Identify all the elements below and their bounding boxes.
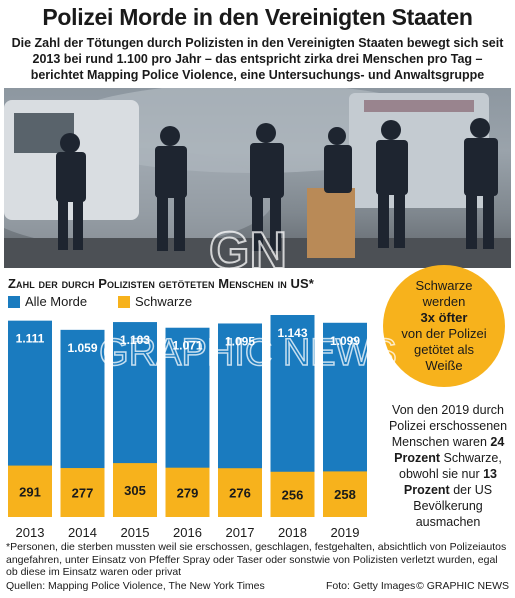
legend-label-alle: Alle Morde bbox=[25, 294, 88, 309]
callout-line2: werden bbox=[422, 294, 466, 309]
chart-title: Zahl der durch Polizisten getöteten Mens… bbox=[8, 276, 314, 291]
footnote: *Personen, die sterben mussten weil sie … bbox=[6, 541, 507, 578]
legend-item-schwarze: Schwarze bbox=[118, 294, 192, 309]
police-photo bbox=[4, 88, 511, 268]
annotation-note: Von den 2019 durch Polizei erschossenen … bbox=[383, 402, 513, 530]
data-label-schwarze: 279 bbox=[177, 485, 199, 500]
data-label-alle-morde: 1.099 bbox=[330, 334, 360, 348]
x-tick-label: 2015 bbox=[121, 525, 150, 540]
x-tick-label: 2016 bbox=[173, 525, 202, 540]
note-text-c: Schwarze, obwohl sie nur bbox=[399, 451, 502, 481]
data-label-alle-morde: 1.103 bbox=[120, 333, 150, 347]
data-label-alle-morde: 1.071 bbox=[172, 339, 202, 353]
legend-item-alle: Alle Morde bbox=[8, 294, 87, 309]
data-label-schwarze: 291 bbox=[19, 484, 41, 499]
callout-circle: Schwarze werden 3x öfter von der Polizei… bbox=[383, 265, 505, 387]
bar-chart: 1.111 291 2013 1.059 277 2014 1.103 305 2015 1.07… bbox=[8, 315, 367, 540]
data-label-schwarze: 305 bbox=[124, 483, 146, 498]
x-tick-label: 2013 bbox=[16, 525, 45, 540]
bar-schwarze bbox=[60, 468, 105, 517]
callout-line4: von der Polizei bbox=[401, 326, 487, 341]
x-tick-label: 2018 bbox=[278, 525, 307, 540]
data-label-schwarze: 276 bbox=[229, 486, 251, 501]
data-label-schwarze: 256 bbox=[282, 487, 304, 502]
intro-text: Die Zahl der Tötungen durch Polizisten i… bbox=[11, 36, 504, 82]
bar-schwarze bbox=[323, 471, 367, 517]
data-label-alle-morde: 1.095 bbox=[225, 334, 255, 348]
sources-foto: Foto: Getty Images bbox=[326, 580, 416, 592]
legend-swatch-schwarze bbox=[118, 295, 130, 308]
data-label-alle-morde: 1.143 bbox=[277, 326, 307, 340]
sources-copyright: © GRAPHIC NEWS bbox=[416, 580, 509, 592]
x-tick-label: 2017 bbox=[226, 525, 255, 540]
note-text-a: Von den 2019 durch Polizei erschossenen … bbox=[388, 403, 508, 449]
callout-line5: getötet als bbox=[414, 342, 474, 357]
note-bold-d: 13 Prozent bbox=[403, 467, 497, 497]
data-label-schwarze: 277 bbox=[72, 486, 94, 501]
callout-line1: Schwarze bbox=[415, 278, 473, 293]
x-tick-label: 2014 bbox=[68, 525, 97, 540]
legend-label-schwarze: Schwarze bbox=[135, 294, 193, 309]
bar-schwarze bbox=[218, 468, 262, 517]
page-title: Polizei Morde in den Vereinigten Staaten bbox=[42, 4, 473, 30]
note-bold-b: 24 Prozent bbox=[394, 435, 505, 465]
x-tick-label: 2019 bbox=[331, 525, 360, 540]
bar-schwarze bbox=[8, 465, 52, 517]
callout-bold: 3x öfter bbox=[420, 310, 468, 325]
data-label-schwarze: 258 bbox=[334, 487, 356, 502]
legend-swatch-alle bbox=[8, 295, 20, 308]
note-text-e: der US Bevölkerung ausmachen bbox=[413, 483, 493, 529]
callout-line6: Weiße bbox=[425, 358, 463, 373]
data-label-alle-morde: 1.059 bbox=[67, 341, 97, 355]
bar-schwarze bbox=[165, 467, 210, 517]
data-label-alle-morde: 1.111 bbox=[16, 332, 45, 346]
bar-schwarze bbox=[113, 463, 157, 517]
sources-quellen: Quellen: Mapping Police Violence, The Ne… bbox=[6, 580, 265, 592]
bar-schwarze bbox=[270, 471, 315, 517]
